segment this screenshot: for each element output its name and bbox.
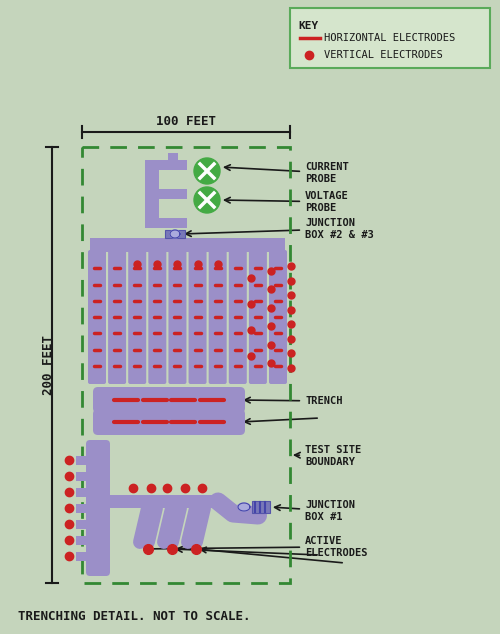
FancyBboxPatch shape — [86, 440, 110, 576]
Text: CURRENT
PROBE: CURRENT PROBE — [224, 162, 349, 184]
Bar — [76, 536, 90, 545]
Bar — [165, 230, 185, 238]
Polygon shape — [170, 230, 180, 238]
Polygon shape — [238, 503, 250, 511]
Bar — [76, 455, 90, 465]
Text: ACTIVE
ELECTRODES: ACTIVE ELECTRODES — [144, 536, 368, 557]
Text: JUNCTION
BOX #2 & #3: JUNCTION BOX #2 & #3 — [186, 218, 374, 240]
Bar — [252, 501, 270, 513]
Text: TEST SITE
BOUNDARY: TEST SITE BOUNDARY — [294, 445, 361, 467]
Bar — [76, 519, 90, 529]
FancyBboxPatch shape — [93, 387, 245, 413]
Text: VERTICAL ELECTRODES: VERTICAL ELECTRODES — [324, 50, 443, 60]
Bar — [76, 552, 90, 560]
FancyBboxPatch shape — [188, 250, 206, 384]
Text: KEY: KEY — [298, 21, 318, 31]
FancyBboxPatch shape — [128, 250, 146, 384]
Text: TRENCH: TRENCH — [244, 396, 342, 406]
Bar — [159, 160, 187, 170]
Bar — [168, 153, 178, 160]
Circle shape — [194, 187, 220, 213]
FancyBboxPatch shape — [88, 250, 106, 384]
FancyBboxPatch shape — [269, 250, 287, 384]
FancyBboxPatch shape — [148, 250, 166, 384]
FancyBboxPatch shape — [168, 250, 186, 384]
FancyBboxPatch shape — [108, 250, 126, 384]
FancyBboxPatch shape — [249, 250, 267, 384]
Bar — [76, 488, 90, 496]
Bar — [145, 160, 159, 228]
Text: 100 FEET: 100 FEET — [156, 115, 216, 128]
Bar — [106, 495, 218, 508]
Text: JUNCTION
BOX #1: JUNCTION BOX #1 — [274, 500, 355, 522]
Bar — [76, 503, 90, 512]
Circle shape — [194, 158, 220, 184]
Bar — [82, 147, 290, 583]
FancyBboxPatch shape — [229, 250, 247, 384]
Bar — [290, 8, 490, 68]
Text: HORIZONTAL ELECTRODES: HORIZONTAL ELECTRODES — [324, 33, 455, 43]
FancyBboxPatch shape — [208, 250, 226, 384]
Bar — [159, 189, 187, 199]
Bar — [90, 238, 285, 252]
Text: TRENCHING DETAIL. NOT TO SCALE.: TRENCHING DETAIL. NOT TO SCALE. — [18, 610, 250, 623]
Text: VOLTAGE
PROBE: VOLTAGE PROBE — [224, 191, 349, 212]
FancyBboxPatch shape — [93, 409, 245, 435]
Bar — [76, 472, 90, 481]
Bar — [159, 218, 187, 228]
Text: 200 FEET: 200 FEET — [42, 335, 54, 395]
